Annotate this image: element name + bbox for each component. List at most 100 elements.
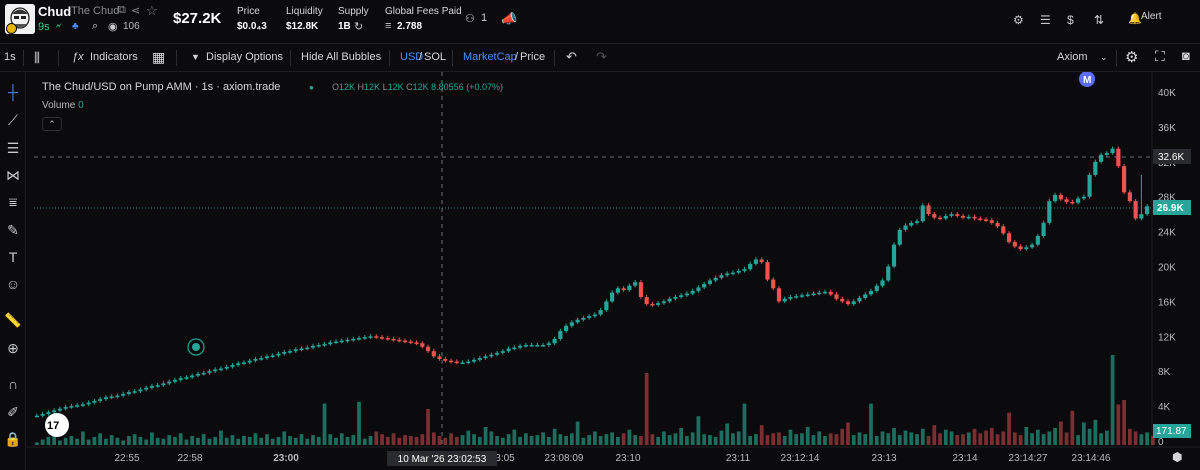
liquidity-label: Liquidity [286, 6, 323, 17]
candle-body [443, 358, 448, 361]
volume-bar [460, 435, 465, 445]
candle-body [725, 273, 730, 276]
redo-icon[interactable]: ↷ [596, 49, 607, 64]
megaphone-icon[interactable]: 📣 [501, 11, 518, 26]
copy-icon[interactable]: ⧉ [118, 4, 126, 16]
volume-bar [328, 434, 333, 445]
list-filter-icon[interactable]: ☰ [1040, 13, 1051, 27]
volume-bar [109, 435, 114, 445]
token-header: Chud The Chud ⧉ ⋖ ☆ 9s 🗲 ♣ ⌕ ◉ 106 $27.2… [0, 0, 1200, 44]
candle-body [621, 288, 626, 291]
dollar-circle-icon[interactable]: $ [1067, 13, 1074, 27]
candle-body [293, 349, 298, 352]
chart-canvas[interactable]: 40K36K32K28K24K20K16K12K8K4K032.6K26.9K1… [27, 71, 1200, 470]
volume-bar [759, 425, 764, 445]
candle-body [259, 358, 264, 360]
candle-body [523, 345, 528, 347]
volume-bar [569, 433, 574, 445]
o-label: O [332, 82, 340, 92]
refresh-icon[interactable]: ↻ [354, 21, 364, 33]
display-options-button[interactable]: Display Options [206, 51, 284, 63]
lock-icon[interactable]: 🔒 [4, 431, 22, 447]
candle-body [483, 356, 488, 359]
star-icon[interactable]: ☆ [146, 3, 158, 18]
candle-body [69, 406, 74, 408]
settings-icon[interactable]: ⚙ [1013, 13, 1024, 27]
chevron-down-icon[interactable]: ⌄ [1100, 52, 1108, 62]
pill-icon[interactable]: 🗲 [55, 21, 62, 32]
currency-usd-toggle[interactable]: USD [400, 51, 424, 63]
candle-body [1070, 201, 1075, 204]
volume-bar [454, 436, 459, 445]
indicators-icon[interactable]: ƒx [72, 51, 84, 63]
volume-bar [897, 435, 902, 445]
magnet-icon[interactable]: ∩ [7, 376, 19, 392]
candle-body [351, 338, 356, 341]
camera-icon[interactable]: ◙ [1182, 48, 1190, 63]
bell-icon[interactable]: 🔔 [1128, 13, 1142, 25]
divider [176, 50, 177, 66]
volume-bar [155, 437, 160, 445]
price-toggle[interactable]: Price [520, 51, 546, 63]
trend-line-icon[interactable]: ⟋ [8, 112, 18, 128]
interval-selector[interactable]: 1s [4, 51, 16, 63]
candle-body [207, 371, 212, 373]
settings-hex-icon[interactable]: ⬢ [1172, 450, 1183, 464]
currency-sol-toggle[interactable]: SOL [424, 51, 447, 63]
volume-bar [823, 436, 827, 445]
indicators-button[interactable]: Indicators [90, 51, 138, 63]
x-tick-label: 23:14:27 [1009, 453, 1048, 464]
lock-pencil-icon[interactable]: ✐ [7, 404, 19, 420]
candle-body [546, 343, 551, 346]
volume-bar [564, 436, 568, 445]
candles-icon[interactable]: ⫼ [34, 50, 40, 65]
marketcap-toggle[interactable]: MarketCap [463, 51, 517, 63]
horizontal-lines-icon[interactable]: ☰ [6, 140, 20, 156]
c-value: 12K [412, 82, 429, 92]
swap-icon[interactable]: ⇅ [1094, 13, 1105, 27]
candlestick-chart[interactable]: 40K36K32K28K24K20K16K12K8K4K032.6K26.9K1… [27, 71, 1200, 470]
volume-bar [472, 434, 476, 445]
candle-body [932, 214, 937, 218]
candle-body [552, 338, 557, 344]
pattern-icon[interactable]: ⋈ [6, 167, 20, 183]
community-icon[interactable]: ♣ [72, 21, 79, 32]
brush-icon[interactable]: ✎ [7, 222, 19, 238]
volume-bar [98, 433, 103, 445]
alert-button[interactable]: Alert [1141, 11, 1162, 22]
volume-bar [650, 434, 655, 445]
volume-bar [869, 403, 873, 445]
candle-body [172, 379, 178, 382]
emoji-icon[interactable]: ☺ [5, 276, 21, 292]
candle-body [431, 351, 436, 357]
volume-bar [771, 433, 776, 445]
text-icon[interactable]: T [8, 249, 18, 265]
h-value: 12K [364, 82, 381, 92]
candle-body [863, 294, 868, 298]
user-icon[interactable]: ⚇ [465, 13, 475, 25]
layout-grid-icon[interactable]: ▦ [152, 49, 166, 65]
collapse-legend-button[interactable]: ⌃ [42, 117, 62, 131]
global-fees-label: Global Fees Paid [385, 6, 462, 17]
divider [58, 50, 59, 66]
search-icon[interactable]: ⌕ [92, 20, 99, 32]
token-avatar[interactable] [5, 4, 35, 34]
fib-icon[interactable]: ⩸ [8, 194, 18, 210]
volume-bar [920, 428, 925, 445]
candle-body [788, 297, 793, 299]
caret-down-icon[interactable]: ▼ [191, 52, 200, 62]
volume-bar [1064, 432, 1069, 445]
candle-body [1024, 247, 1029, 250]
ruler-icon[interactable]: 📏 [4, 312, 22, 328]
crosshair-icon[interactable]: ┼ [8, 84, 18, 100]
source-selector[interactable]: Axiom [1057, 51, 1088, 63]
zoom-in-icon[interactable]: ⊕ [7, 340, 19, 356]
fullscreen-icon[interactable]: ⛶ [1155, 48, 1165, 64]
volume-bar [1104, 430, 1109, 445]
price-value: $0.0₄3 [237, 21, 267, 32]
hide-bubbles-button[interactable]: Hide All Bubbles [301, 51, 382, 63]
share-icon[interactable]: ⋖ [131, 5, 141, 17]
undo-icon[interactable]: ↶ [566, 49, 577, 64]
candle-body [1029, 244, 1035, 248]
gear-icon[interactable]: ⚙ [1125, 49, 1139, 66]
